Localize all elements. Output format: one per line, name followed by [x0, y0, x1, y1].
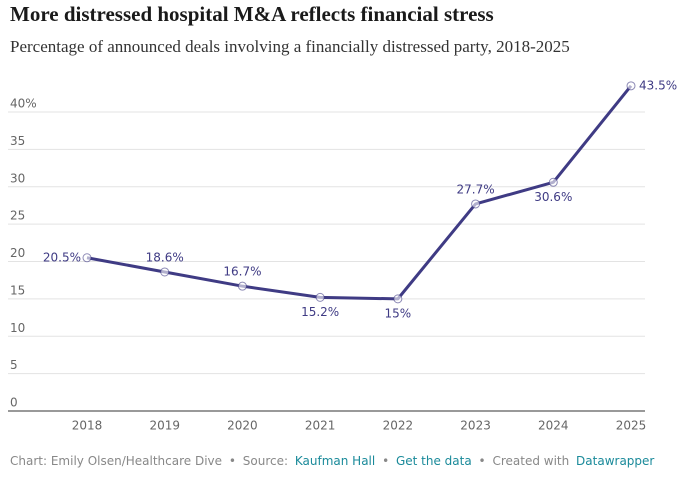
- credit: Chart: Emily Olsen/Healthcare Dive: [10, 454, 223, 468]
- source-label: Source:: [242, 454, 289, 468]
- x-tick-label: 2018: [72, 419, 103, 433]
- data-point: [626, 81, 636, 91]
- footer: Chart: Emily Olsen/Healthcare Dive • Sou…: [10, 454, 657, 468]
- y-tick-label: 25: [10, 209, 25, 223]
- data-label: 27.7%: [457, 182, 495, 196]
- y-tick-label: 20: [10, 246, 25, 260]
- x-tick-label: 2019: [149, 419, 180, 433]
- x-tick-label: 2025: [616, 419, 647, 433]
- data-point: [237, 281, 247, 291]
- separator: •: [478, 454, 486, 468]
- y-tick-label: 5: [10, 358, 18, 372]
- separator: •: [228, 454, 236, 468]
- x-tick-label: 2020: [227, 419, 258, 433]
- chart-subtitle: Percentage of announced deals involving …: [10, 37, 570, 56]
- x-tick-label: 2023: [460, 419, 491, 433]
- data-label: 30.6%: [534, 190, 572, 204]
- data-point: [160, 267, 170, 277]
- y-tick-label: 40%: [10, 97, 37, 111]
- y-tick-label: 0: [10, 396, 18, 410]
- data-point: [82, 253, 92, 263]
- chart-title: More distressed hospital M&A reflects fi…: [10, 2, 494, 26]
- tool-link[interactable]: Datawrapper: [576, 454, 655, 468]
- x-tick-label: 2024: [538, 419, 569, 433]
- data-label: 18.6%: [146, 250, 184, 264]
- data-label: 15%: [385, 306, 412, 320]
- data-line: [86, 84, 633, 301]
- created-label: Created with: [492, 454, 570, 468]
- data-label: 16.7%: [223, 265, 261, 279]
- y-tick-label: 35: [10, 134, 25, 148]
- data-point: [315, 292, 325, 302]
- data-point: [471, 199, 481, 209]
- y-tick-label: 10: [10, 321, 25, 335]
- data-point: [393, 294, 403, 304]
- x-tick-label: 2021: [305, 419, 336, 433]
- data-point: [548, 177, 558, 187]
- y-tick-label: 15: [10, 283, 25, 297]
- data-label: 15.2%: [301, 305, 339, 319]
- separator: •: [382, 454, 390, 468]
- data-label: 20.5%: [43, 250, 81, 264]
- data-link[interactable]: Get the data: [395, 454, 472, 468]
- data-label: 43.5%: [639, 78, 677, 92]
- y-tick-label: 30: [10, 171, 25, 185]
- source-link[interactable]: Kaufman Hall: [294, 454, 376, 468]
- x-tick-label: 2022: [383, 419, 414, 433]
